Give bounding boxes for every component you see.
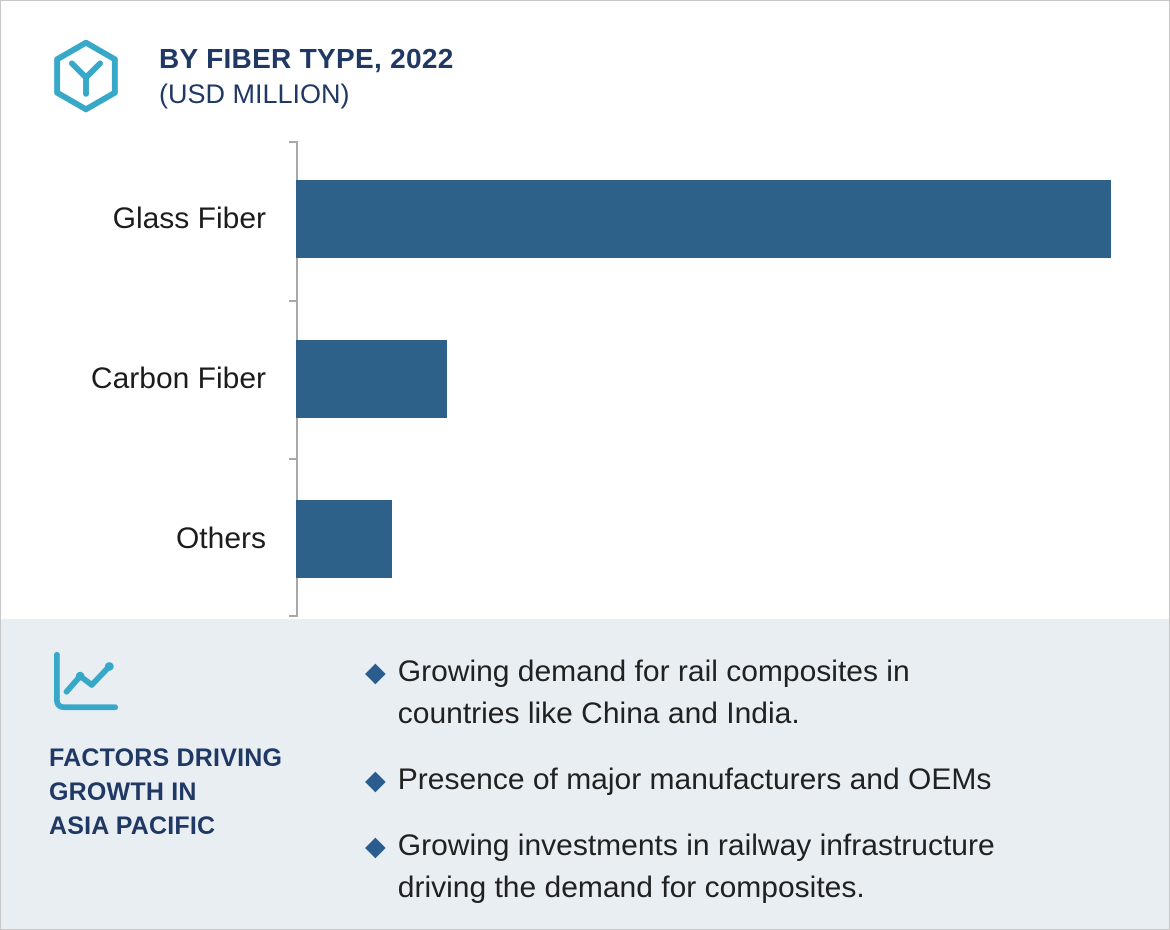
axis-tick <box>289 615 298 617</box>
factor-text: Growing demand for rail composites in co… <box>397 655 910 730</box>
diamond-bullet-icon: ◆ <box>365 657 386 687</box>
bar-chart: Glass Fiber Carbon Fiber Others <box>1 139 1169 619</box>
factor-item: ◆ Growing demand for rail composites in c… <box>365 651 1119 735</box>
bar-others <box>296 500 393 578</box>
chart-title: BY FIBER TYPE, 2022 <box>159 43 454 74</box>
factors-left-column: FACTORS DRIVING GROWTH IN ASIA PACIFIC <box>49 643 349 901</box>
category-label: Carbon Fiber <box>90 362 266 395</box>
bar-track <box>296 180 1111 258</box>
bar-row: Others <box>1 459 1169 619</box>
factor-text: Growing investments in railway infrastru… <box>397 829 995 904</box>
factor-item: ◆ Growing investments in railway infrastr… <box>365 825 1119 909</box>
bar-glass-fiber <box>296 180 1111 258</box>
diamond-bullet-icon: ◆ <box>365 831 386 861</box>
bar-track <box>296 500 1111 578</box>
category-label: Glass Fiber <box>112 202 266 235</box>
bar-row: Glass Fiber <box>1 139 1169 299</box>
axis-tick <box>289 141 298 143</box>
bar-track <box>296 340 1111 418</box>
factors-heading: FACTORS DRIVING GROWTH IN ASIA PACIFIC <box>49 744 283 840</box>
title-block: BY FIBER TYPE, 2022 (USD MILLION) <box>159 39 454 111</box>
diamond-bullet-icon: ◆ <box>365 765 386 795</box>
hexagon-y-logo-icon <box>49 39 123 113</box>
category-label: Others <box>175 522 266 555</box>
factor-text: Presence of major manufacturers and OEMs <box>397 763 992 796</box>
chart-subtitle: (USD MILLION) <box>159 79 350 109</box>
bar-row: Carbon Fiber <box>1 299 1169 459</box>
axis-tick <box>289 458 298 461</box>
factor-item: ◆ Presence of major manufacturers and OEM… <box>365 759 1119 801</box>
chart-header: BY FIBER TYPE, 2022 (USD MILLION) <box>1 1 1169 113</box>
factors-panel: FACTORS DRIVING GROWTH IN ASIA PACIFIC ◆… <box>1 619 1169 929</box>
factors-list: ◆ Growing demand for rail composites in c… <box>365 643 1119 904</box>
axis-tick <box>289 299 298 302</box>
bar-carbon-fiber <box>296 340 447 418</box>
line-chart-icon <box>49 649 123 715</box>
